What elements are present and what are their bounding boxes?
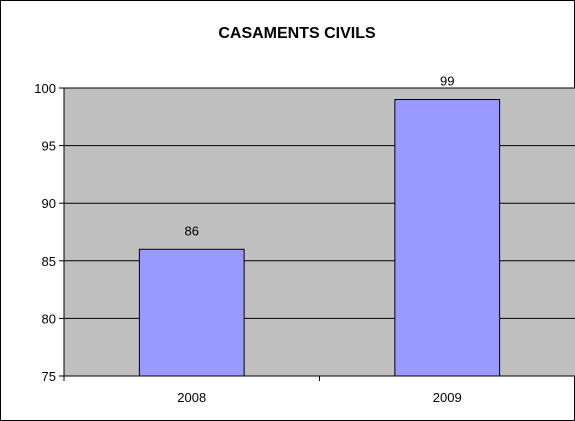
labels: 75 80 85 90 95 100 86 2008 99 2009 [34, 74, 461, 405]
x-tick-label-2009: 2009 [433, 390, 462, 405]
y-tick-label: 100 [34, 81, 56, 96]
y-tick-label: 80 [42, 311, 56, 326]
data-label-2008: 86 [185, 223, 199, 238]
bar-2009 [394, 99, 501, 377]
bar-2008 [138, 248, 245, 377]
bars [138, 99, 501, 377]
y-tick-label: 90 [42, 196, 56, 211]
x-tick-label-2008: 2008 [177, 390, 206, 405]
chart-title: CASAMENTS CIVILS [218, 25, 376, 42]
y-tick-label: 95 [42, 139, 56, 154]
data-label-2009: 99 [440, 74, 454, 89]
axes [59, 87, 575, 381]
y-tick-label: 75 [42, 369, 56, 384]
y-tick-label: 85 [42, 254, 56, 269]
